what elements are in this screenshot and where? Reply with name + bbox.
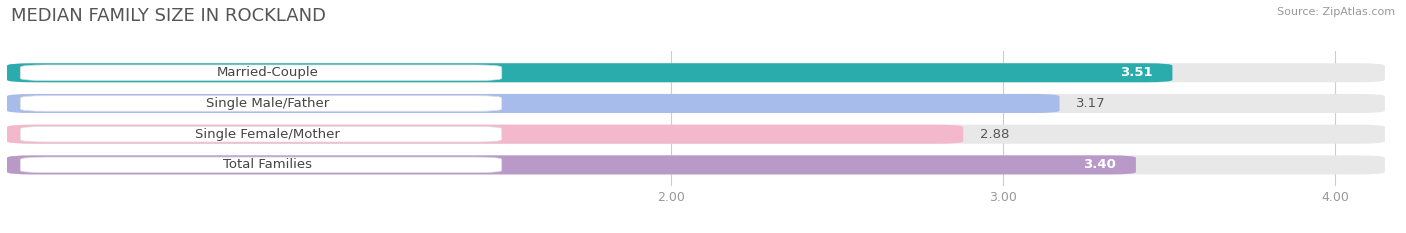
FancyBboxPatch shape <box>7 125 963 144</box>
FancyBboxPatch shape <box>7 94 1060 113</box>
FancyBboxPatch shape <box>20 65 502 81</box>
Text: Total Families: Total Families <box>224 158 312 171</box>
Text: Single Female/Mother: Single Female/Mother <box>195 128 340 141</box>
FancyBboxPatch shape <box>7 63 1173 82</box>
Text: Single Male/Father: Single Male/Father <box>207 97 329 110</box>
FancyBboxPatch shape <box>7 155 1385 175</box>
FancyBboxPatch shape <box>7 94 1385 113</box>
Text: 3.51: 3.51 <box>1119 66 1153 79</box>
FancyBboxPatch shape <box>7 155 1136 175</box>
FancyBboxPatch shape <box>20 96 502 111</box>
Text: 2.88: 2.88 <box>980 128 1010 141</box>
FancyBboxPatch shape <box>20 126 502 142</box>
Text: 3.40: 3.40 <box>1083 158 1116 171</box>
FancyBboxPatch shape <box>7 63 1385 82</box>
Text: Source: ZipAtlas.com: Source: ZipAtlas.com <box>1277 7 1395 17</box>
Text: MEDIAN FAMILY SIZE IN ROCKLAND: MEDIAN FAMILY SIZE IN ROCKLAND <box>11 7 326 25</box>
Text: Married-Couple: Married-Couple <box>217 66 319 79</box>
FancyBboxPatch shape <box>20 157 502 173</box>
FancyBboxPatch shape <box>7 125 1385 144</box>
Text: 3.17: 3.17 <box>1076 97 1105 110</box>
